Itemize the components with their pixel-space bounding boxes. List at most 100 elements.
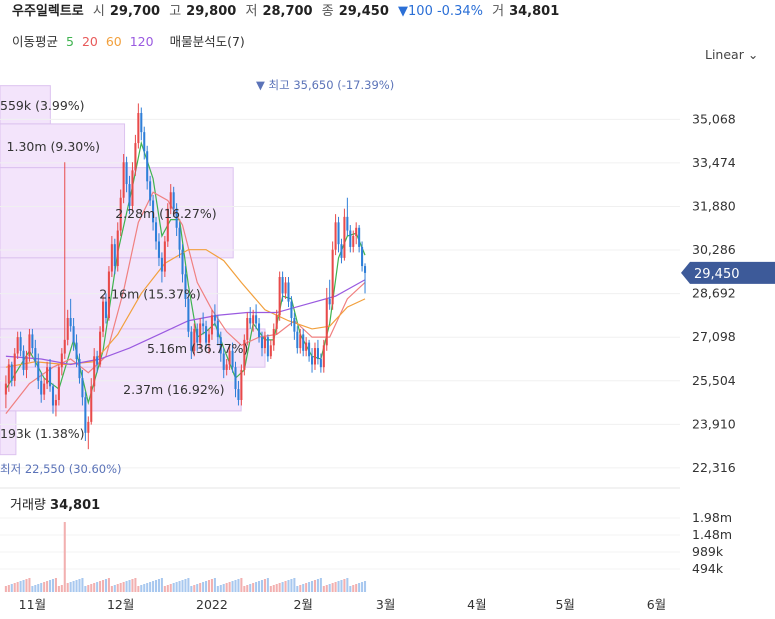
candle-body bbox=[210, 315, 213, 335]
volume-bar bbox=[137, 586, 140, 592]
volume-bar bbox=[190, 586, 193, 592]
candle-body bbox=[199, 323, 202, 343]
candle-body bbox=[349, 230, 352, 247]
candle-body bbox=[293, 318, 296, 332]
candle-body bbox=[240, 369, 243, 400]
candle-body bbox=[22, 350, 25, 370]
volume-bar bbox=[7, 585, 10, 592]
volume-bar bbox=[213, 578, 216, 592]
x-tick-label: 5월 bbox=[555, 597, 574, 612]
scale-selector[interactable]: Linear ⌄ bbox=[705, 47, 758, 62]
volume-bar bbox=[96, 582, 99, 592]
volume-bar bbox=[110, 586, 113, 592]
volume-bar bbox=[116, 584, 119, 592]
candle-body bbox=[4, 383, 7, 395]
volume-bar bbox=[207, 580, 211, 592]
ma20-period[interactable]: 20 bbox=[81, 34, 98, 49]
candle-body bbox=[187, 298, 190, 332]
price-grid bbox=[0, 118, 680, 469]
candle-body bbox=[325, 298, 328, 346]
volume-bar bbox=[131, 579, 134, 592]
volume-pane: 1.98m 1.48m 989k 494k bbox=[0, 487, 732, 592]
volume-bar bbox=[266, 578, 269, 592]
candle-body bbox=[157, 241, 160, 258]
candle-body bbox=[37, 361, 40, 381]
current-price-tag bbox=[681, 261, 775, 284]
volume-bar bbox=[104, 579, 108, 592]
x-tick-label: 12월 bbox=[107, 597, 134, 612]
candle-body bbox=[363, 266, 367, 273]
current-price-label: 29,450 bbox=[694, 267, 740, 282]
volume-bar bbox=[72, 581, 75, 592]
profile-label: 5.16m (36.77%) bbox=[147, 341, 248, 356]
volume-bar bbox=[75, 580, 78, 592]
candle-body bbox=[63, 339, 66, 354]
candle-body bbox=[358, 227, 361, 247]
volume-header-label: 거래량 bbox=[10, 498, 46, 513]
y-tick-label: 31,880 bbox=[692, 198, 736, 213]
stock-name: 우주일렉트로 bbox=[12, 4, 84, 19]
candle-body bbox=[19, 337, 22, 351]
candle-body bbox=[275, 315, 278, 329]
volume-bar bbox=[334, 582, 337, 592]
volume-tick-label: 1.98m bbox=[692, 510, 732, 525]
candle-body bbox=[40, 380, 43, 395]
candle-body bbox=[278, 277, 281, 316]
candle-body bbox=[361, 246, 364, 267]
volume-bar bbox=[25, 579, 28, 592]
candle-body bbox=[237, 389, 240, 400]
candle-body bbox=[207, 334, 211, 343]
volume-value: 34,801 bbox=[509, 4, 560, 19]
candle-body bbox=[81, 378, 84, 398]
volume-bar bbox=[202, 582, 205, 592]
volume-bar bbox=[128, 580, 131, 592]
volume-bar bbox=[43, 582, 46, 592]
min-price-label: 최저 22,550 (30.60%) bbox=[0, 462, 122, 476]
volume-bar bbox=[228, 582, 231, 592]
volume-bar bbox=[249, 584, 252, 592]
volume-bar bbox=[93, 583, 96, 592]
candle-body bbox=[128, 184, 131, 206]
y-tick-label: 33,474 bbox=[692, 155, 736, 170]
volume-profile-label[interactable]: 매물분석도(7) bbox=[169, 34, 245, 49]
ma120-period[interactable]: 120 bbox=[129, 34, 154, 49]
y-tick-label: 30,286 bbox=[692, 242, 736, 257]
ma5-period[interactable]: 5 bbox=[66, 34, 74, 49]
volume-bar bbox=[63, 522, 66, 592]
candle-body bbox=[202, 323, 205, 327]
profile-bar bbox=[0, 85, 51, 125]
volume-bar bbox=[302, 584, 305, 592]
candle-body bbox=[46, 367, 49, 384]
candle-body bbox=[99, 331, 102, 365]
ma60-period[interactable]: 60 bbox=[105, 34, 122, 49]
close-label: 종 bbox=[321, 4, 334, 19]
volume-bar bbox=[163, 586, 166, 592]
candle-body bbox=[355, 227, 358, 236]
candle-body bbox=[213, 315, 216, 321]
candle-body bbox=[184, 274, 187, 299]
volume-bar bbox=[119, 583, 122, 592]
volume-bar bbox=[37, 584, 40, 592]
candle-body bbox=[134, 143, 137, 171]
candle-body bbox=[246, 318, 249, 340]
annotations: ▼ 최고 35,650 (-17.39%) 최저 22,550 (30.60%) 2… bbox=[0, 78, 775, 476]
volume-header-value: 34,801 bbox=[50, 498, 101, 513]
candle-body bbox=[152, 200, 155, 223]
candle-body bbox=[302, 334, 305, 351]
candle-body bbox=[84, 397, 87, 433]
candle-body bbox=[172, 192, 175, 209]
candle-body bbox=[75, 342, 78, 359]
volume-bar bbox=[16, 582, 19, 592]
volume-bar bbox=[313, 580, 317, 592]
volume-bar bbox=[143, 584, 146, 592]
candle-body bbox=[96, 356, 99, 365]
profile-label: 2.28m (16.27%) bbox=[115, 206, 216, 221]
volume-bar bbox=[305, 583, 308, 592]
candle-body bbox=[49, 367, 52, 387]
volume-bar bbox=[22, 580, 25, 592]
volume-bar bbox=[255, 582, 258, 592]
candle-body bbox=[231, 350, 234, 368]
candle-body bbox=[51, 386, 55, 406]
y-tick-label: 25,504 bbox=[692, 373, 736, 388]
